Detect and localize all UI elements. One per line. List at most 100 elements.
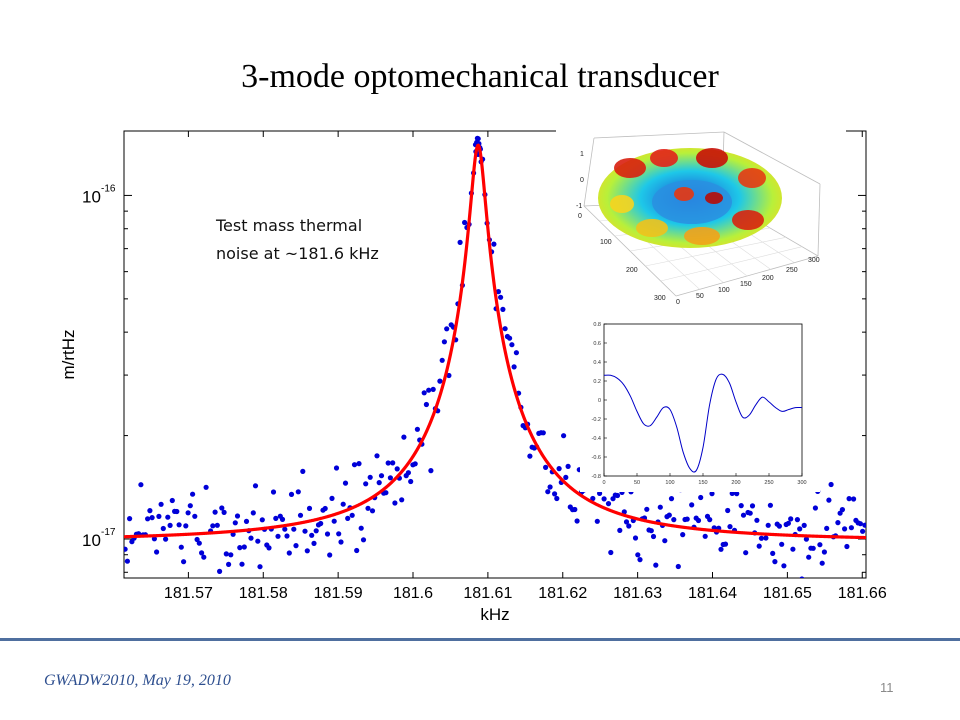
data-point: [758, 535, 765, 541]
data-point: [127, 516, 133, 522]
inset-y-tick-label: -0.8: [592, 474, 601, 480]
y-tick-label-exponent: -16: [101, 183, 116, 194]
data-point: [185, 510, 191, 516]
data-point: [174, 508, 180, 515]
data-point: [817, 542, 823, 548]
inset-x-tick-label: 300: [797, 480, 806, 486]
data-point: [394, 466, 400, 472]
inset-y-tick-label: 0: [598, 398, 601, 404]
data-point: [387, 475, 393, 481]
data-point: [788, 516, 794, 522]
data-point: [797, 526, 803, 532]
inset-x-tick-label: 200: [731, 480, 740, 486]
data-point: [597, 490, 603, 496]
data-point: [408, 478, 414, 485]
data-point: [462, 219, 468, 226]
x-tick-label: 100: [718, 287, 730, 294]
y-tick-label: 200: [626, 267, 638, 274]
mode-lobe: [674, 187, 694, 201]
y-tick-label: 100: [600, 239, 612, 246]
data-point: [367, 474, 373, 480]
data-point: [160, 525, 166, 532]
data-point: [151, 536, 157, 542]
data-point: [509, 342, 515, 348]
data-point: [376, 480, 382, 486]
data-point: [563, 474, 569, 480]
data-point: [738, 503, 744, 509]
data-point: [383, 490, 389, 496]
data-point: [842, 526, 848, 532]
data-point: [349, 512, 355, 518]
annotation-text: Test mass thermal noise at ~181.6 kHz: [216, 212, 379, 268]
annotation-line-2: noise at ~181.6 kHz: [216, 244, 379, 263]
data-point: [286, 550, 292, 556]
data-point: [803, 536, 810, 542]
data-point: [614, 492, 621, 499]
data-point: [729, 490, 735, 496]
data-point: [331, 518, 337, 524]
data-point: [201, 554, 207, 560]
data-point: [297, 512, 304, 518]
data-point: [722, 541, 729, 547]
data-point: [210, 523, 216, 529]
data-point: [257, 564, 263, 570]
data-point: [295, 489, 301, 495]
z-tick-label: -1: [576, 203, 582, 210]
data-point: [329, 495, 335, 501]
data-point: [293, 543, 299, 549]
data-point: [790, 546, 796, 552]
data-point: [675, 563, 681, 570]
data-point: [653, 562, 659, 568]
page-number: 11: [880, 680, 894, 695]
y-axis-label: m/rtHz: [59, 329, 78, 379]
data-point: [302, 528, 308, 534]
data-point: [399, 497, 405, 503]
mode-lobe: [636, 219, 668, 237]
inset-y-tick-label: 0.2: [593, 379, 601, 385]
data-point: [196, 540, 202, 546]
data-point: [846, 496, 852, 502]
data-point: [322, 505, 328, 512]
data-point: [291, 526, 297, 532]
mode-profile-line: [603, 373, 803, 473]
data-point: [423, 401, 429, 408]
data-point: [765, 522, 771, 528]
data-point: [138, 482, 144, 488]
data-point: [318, 520, 324, 527]
data-point: [181, 559, 187, 565]
y-tick-label-exponent: -17: [101, 527, 116, 538]
inset-3d-box-edge: [817, 183, 821, 257]
x-tick-label: 181.65: [763, 585, 812, 602]
x-tick-label: 181.57: [164, 585, 213, 602]
data-point: [500, 306, 506, 312]
x-tick-label: 181.66: [838, 585, 887, 602]
data-point: [163, 536, 169, 542]
data-point: [273, 515, 279, 522]
data-point: [324, 531, 331, 537]
data-point: [657, 504, 663, 510]
x-tick-label: 150: [740, 281, 752, 288]
data-point: [300, 468, 306, 474]
y-tick-label-base: 10: [82, 187, 101, 206]
data-point: [360, 537, 367, 543]
slide-title: 3-mode optomechanical transducer: [241, 58, 719, 95]
data-point: [844, 543, 850, 550]
x-tick-label: 181.64: [688, 585, 737, 602]
data-point: [270, 489, 277, 495]
inset-x-tick-label: 250: [764, 480, 773, 486]
fit-curve: [124, 143, 866, 540]
mode-lobe: [684, 227, 720, 245]
data-point: [401, 434, 407, 440]
data-point: [221, 509, 227, 515]
inset-x-tick-label: 150: [698, 480, 707, 486]
data-point: [707, 517, 713, 523]
data-point: [437, 378, 443, 384]
data-point: [709, 491, 715, 497]
data-point: [363, 481, 369, 487]
data-point: [772, 559, 778, 565]
data-point: [338, 539, 344, 545]
data-point: [306, 505, 313, 511]
data-point: [158, 501, 164, 507]
data-point: [749, 503, 756, 509]
x-tick-label: 181.62: [538, 585, 587, 602]
